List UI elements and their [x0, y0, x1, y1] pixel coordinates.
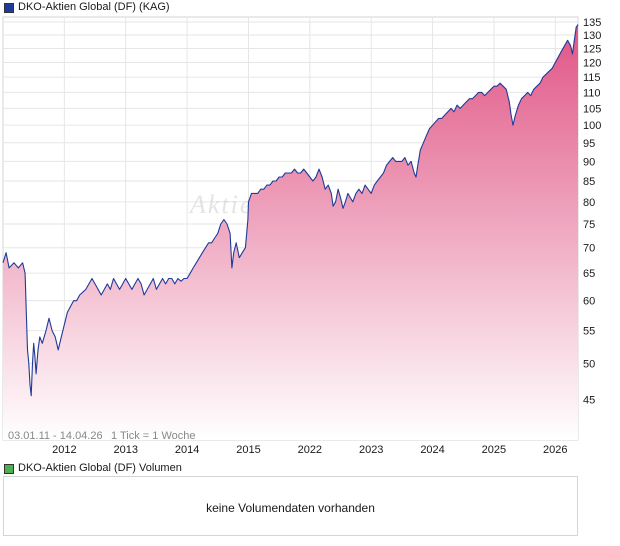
price-chart: Aktien 455055606570758085909510010511011… — [2, 16, 601, 456]
volume-legend-label: DKO-Aktien Global (DF) Volumen — [18, 462, 182, 474]
y-tick-label: 115 — [583, 72, 601, 84]
y-tick-label: 105 — [583, 103, 601, 115]
x-axis: 2012 2013 2014 2015 2022 2023 2024 2025 2026 — [52, 444, 567, 456]
y-tick-label: 50 — [583, 358, 595, 370]
x-tick-label: 2013 — [113, 444, 137, 456]
x-tick-label: 2015 — [236, 444, 260, 456]
x-tick-label: 2025 — [482, 444, 506, 456]
y-tick-label: 95 — [583, 138, 595, 150]
y-tick-label: 110 — [583, 87, 601, 99]
x-tick-label: 2012 — [52, 444, 76, 456]
volume-empty-message: keine Volumendaten vorhanden — [206, 501, 375, 515]
y-tick-label: 45 — [583, 395, 595, 407]
y-tick-label: 100 — [583, 120, 601, 132]
y-axis: 45 50 55 60 65 70 75 80 85 90 95 100 105 110 115 120 125… — [583, 17, 601, 406]
price-legend-label: DKO-Aktien Global (DF) (KAG) — [18, 1, 170, 13]
y-tick-label: 90 — [583, 156, 595, 168]
y-tick-label: 70 — [583, 243, 595, 255]
price-line — [2, 24, 579, 397]
y-tick-label: 130 — [583, 30, 601, 42]
price-area-fill — [3, 24, 578, 440]
y-tick-label: 135 — [583, 17, 601, 29]
y-tick-label: 80 — [583, 197, 595, 209]
area-layer — [2, 24, 579, 440]
price-legend-swatch — [4, 2, 14, 13]
date-range-label: 03.01.11 - 14.04.26 — [8, 430, 103, 442]
x-tick-label: 2026 — [543, 444, 567, 456]
y-tick-label: 120 — [583, 58, 601, 70]
y-tick-label: 75 — [583, 219, 595, 231]
y-tick-label: 85 — [583, 176, 595, 188]
y-tick-label: 65 — [583, 268, 595, 280]
x-tick-label: 2014 — [175, 444, 199, 456]
y-tick-label: 60 — [583, 296, 595, 308]
volume-panel: keine Volumendaten vorhanden — [3, 476, 578, 536]
x-tick-label: 2024 — [420, 444, 444, 456]
x-tick-label: 2022 — [298, 444, 322, 456]
price-legend: DKO-Aktien Global (DF) (KAG) — [4, 1, 170, 14]
x-tick-label: 2023 — [359, 444, 383, 456]
volume-legend: DKO-Aktien Global (DF) Volumen — [4, 462, 182, 475]
y-tick-label: 125 — [583, 43, 601, 55]
volume-legend-swatch — [4, 463, 14, 474]
y-tick-label: 55 — [583, 326, 595, 338]
tick-info-label: 1 Tick = 1 Woche — [111, 430, 195, 442]
